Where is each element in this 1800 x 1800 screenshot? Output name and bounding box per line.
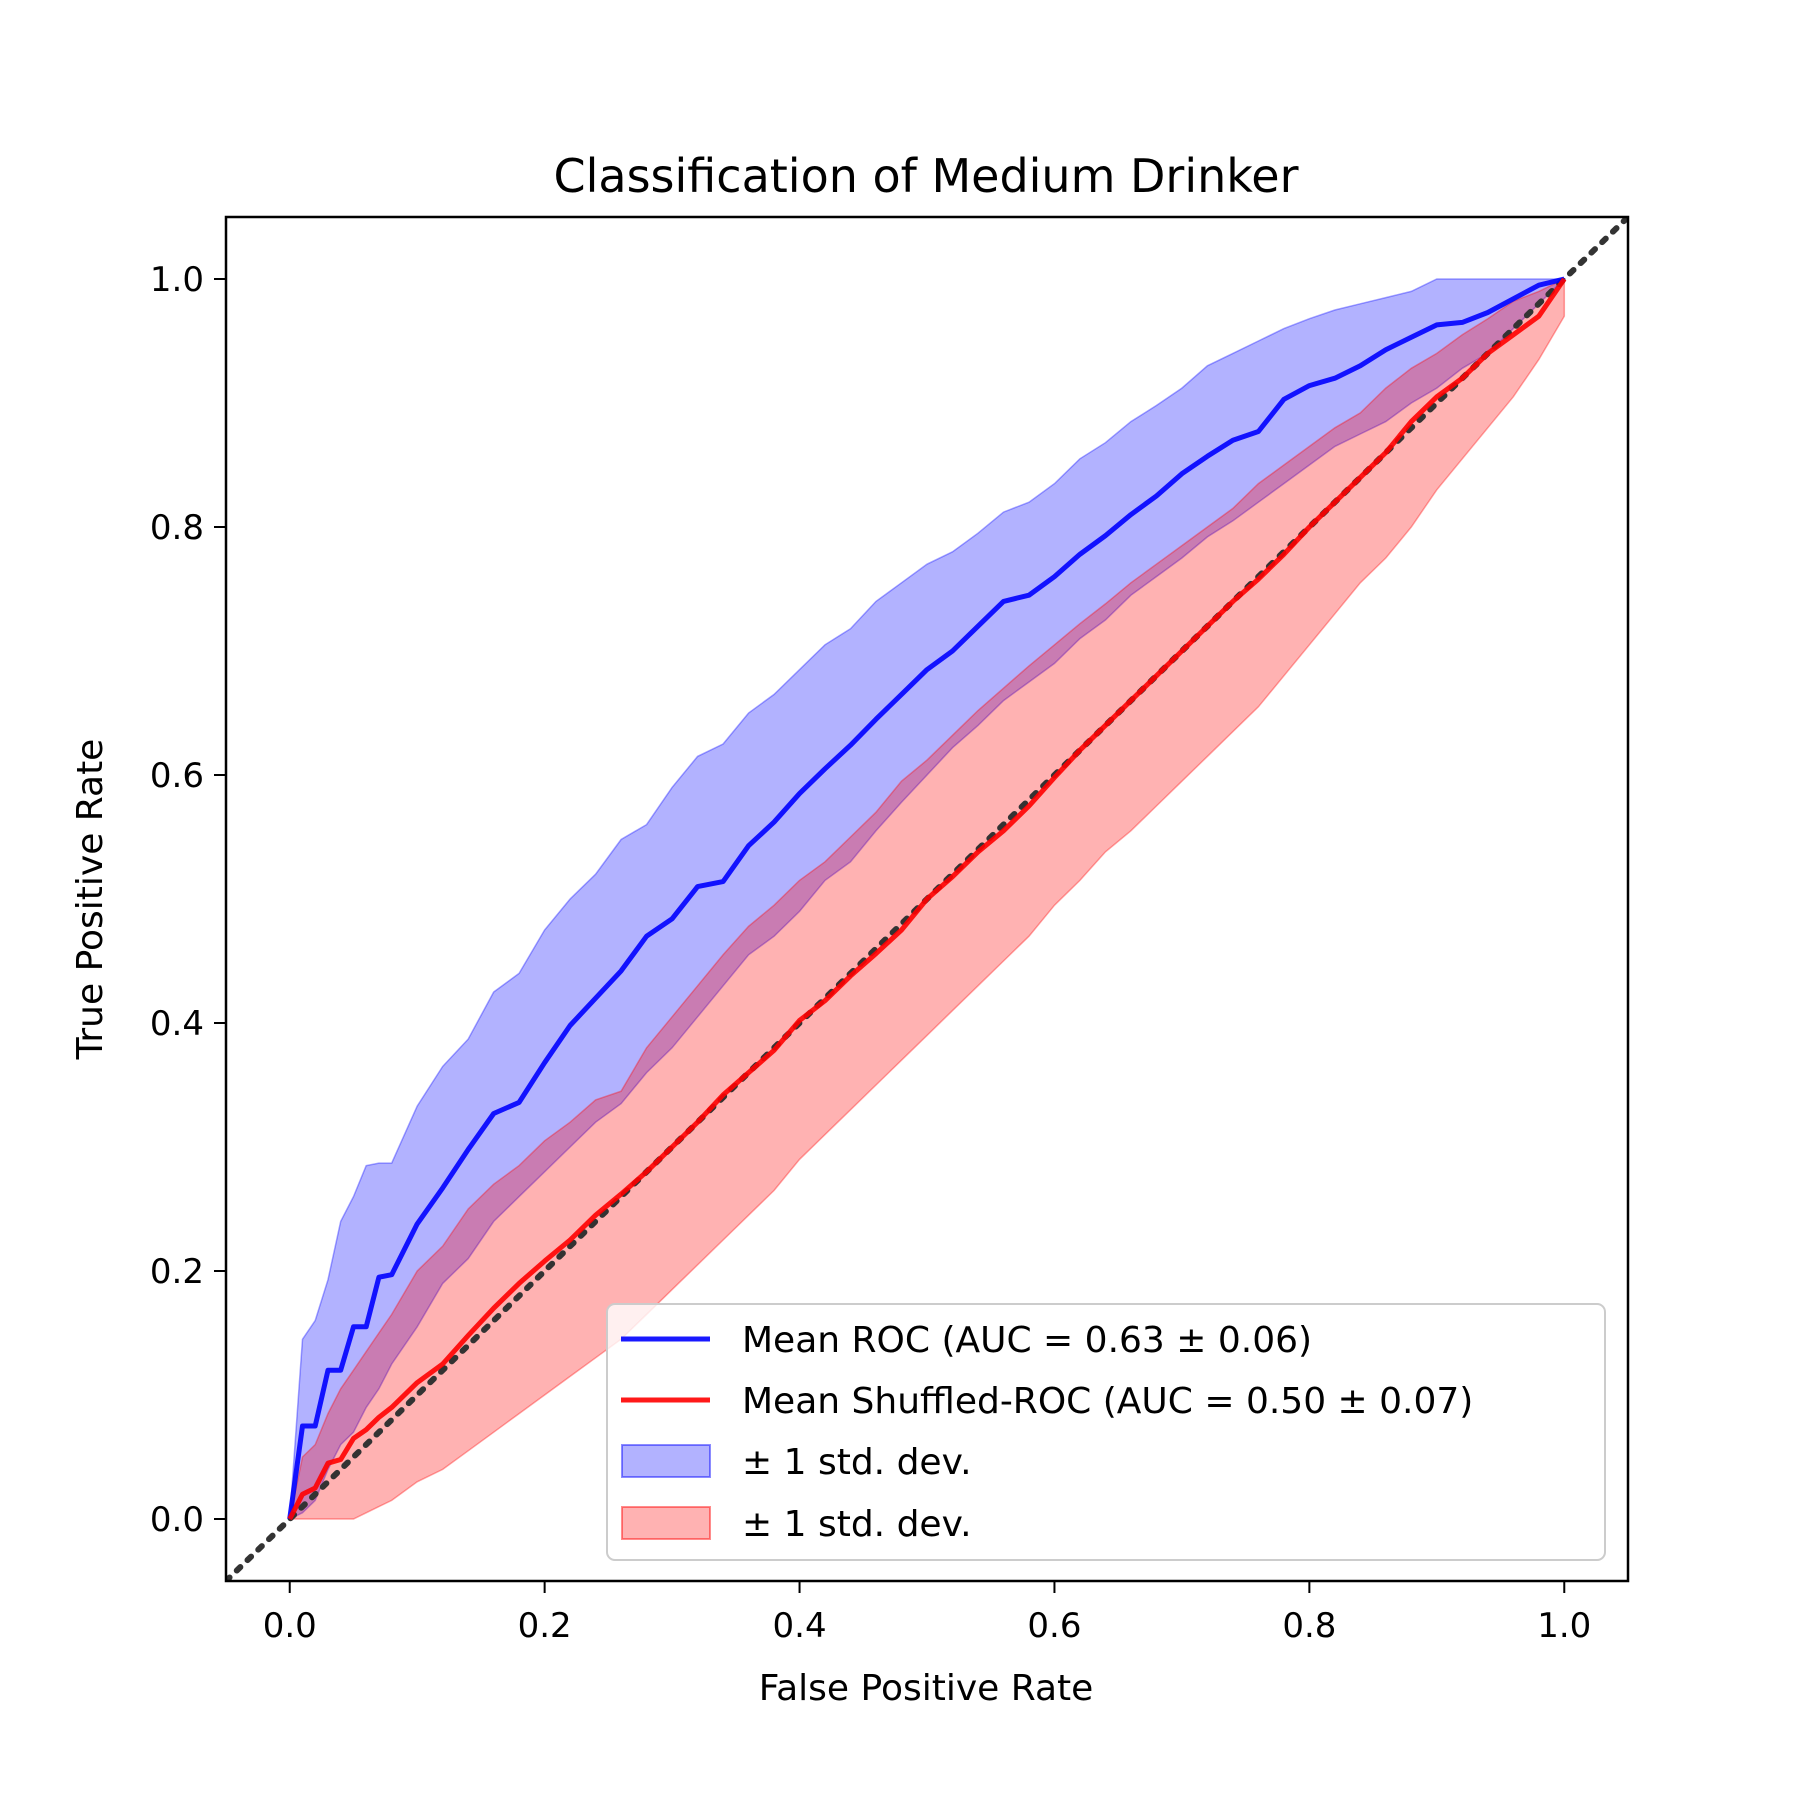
x-tick-label: 0.4: [773, 1606, 827, 1646]
legend-swatch-shuffled-band: [621, 1506, 711, 1540]
x-axis-label: False Positive Rate: [759, 1668, 1094, 1709]
series-line-1: [287, 277, 1567, 1521]
legend: Mean ROC (AUC = 0.63 ± 0.06) Mean Shuffl…: [606, 1303, 1606, 1561]
y-tick-label: 0.0: [150, 1500, 204, 1540]
y-axis-label: True Positive Rate: [70, 739, 111, 1061]
legend-box: [606, 1303, 1606, 1561]
series-line-0: [287, 276, 1565, 1520]
y-tick-label: 0.8: [150, 508, 204, 548]
x-tick-label: 0.6: [1027, 1606, 1081, 1646]
x-tick-label: 0.0: [263, 1606, 317, 1646]
x-tick-label: 1.0: [1537, 1606, 1591, 1646]
x-tick-label: 0.8: [1282, 1606, 1336, 1646]
x-tick-label: 0.2: [518, 1606, 572, 1646]
legend-label-roc-band: ± 1 std. dev.: [742, 1442, 972, 1483]
y-tick-label: 0.4: [150, 1004, 204, 1044]
legend-label-mean-roc: Mean ROC (AUC = 0.63 ± 0.06): [742, 1320, 1312, 1361]
y-tick-label: 1.0: [150, 260, 204, 300]
y-tick-label: 0.2: [150, 1252, 204, 1292]
y-tick-label: 0.6: [150, 756, 204, 796]
x-axis-ticks: 0.0 0.2 0.4 0.6 0.8 1.0: [263, 1581, 1591, 1646]
roc-curves: [287, 276, 1567, 1521]
y-axis-ticks: 0.0 0.2 0.4 0.6 0.8 1.0: [150, 260, 226, 1540]
legend-label-shuffled-band: ± 1 std. dev.: [742, 1504, 972, 1545]
plot-frame: [224, 215, 1630, 1583]
chart-title: Classification of Medium Drinker: [554, 149, 1299, 203]
legend-swatch-roc-band: [621, 1444, 711, 1478]
legend-label-shuffled-roc: Mean Shuffled-ROC (AUC = 0.50 ± 0.07): [742, 1381, 1473, 1422]
